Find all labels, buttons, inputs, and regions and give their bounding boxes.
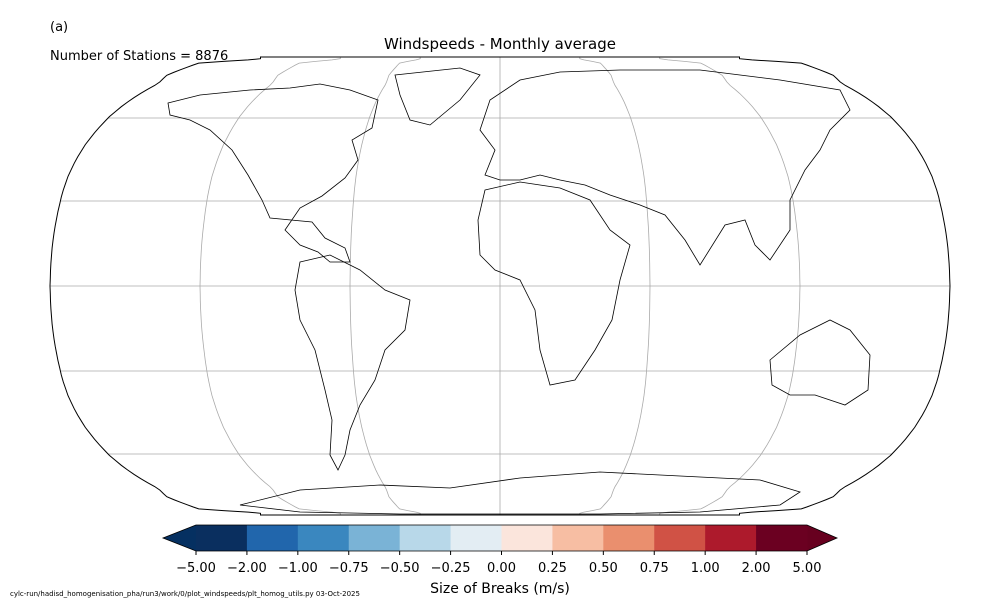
- coastlines: [167, 67, 871, 515]
- colorbar-tick-label: 0.00: [487, 561, 516, 576]
- colorbar-tick-label: −5.00: [176, 561, 216, 576]
- colorbar-tick-label: −2.00: [227, 561, 267, 576]
- colorbar-bin: [399, 525, 452, 551]
- colorbar-tick-label: −0.75: [329, 561, 369, 576]
- colorbar-bin: [297, 525, 350, 551]
- colorbar-bin: [348, 525, 401, 551]
- eurasia: [479, 69, 851, 266]
- colorbar-bin: [501, 525, 553, 551]
- colorbar-bin: [552, 525, 604, 551]
- colorbar-extend-high: [807, 525, 837, 551]
- footer: cylc-run/hadisd_homogenisation_pha/run3/…: [10, 590, 360, 598]
- colorbar-bin: [450, 525, 502, 551]
- colorbar-tick-label: −1.00: [278, 561, 318, 576]
- colorbar-bin: [654, 525, 706, 551]
- map-border: [49, 56, 951, 516]
- africa: [477, 181, 631, 386]
- panel-label: (a): [50, 20, 68, 35]
- colorbar-tick-label: 5.00: [793, 561, 822, 576]
- australia: [769, 319, 871, 406]
- colorbar-tick-label: −0.25: [431, 561, 471, 576]
- colorbar-tick-label: 1.00: [691, 561, 720, 576]
- meridian: [349, 57, 421, 515]
- colorbar-tick-label: 0.50: [589, 561, 618, 576]
- south-america: [294, 254, 411, 471]
- colorbar-bin: [705, 525, 757, 551]
- meridian: [199, 57, 341, 515]
- north-america: [167, 83, 379, 263]
- colorbar-bin: [603, 525, 655, 551]
- colorbar-tick-label: −0.50: [380, 561, 420, 576]
- colorbar-bin: [246, 525, 299, 551]
- colorbar: −5.00 −2.00 −1.00 −0.75 −0.50 −0.25 0.00 0.25 0.…: [161, 524, 839, 576]
- colorbar-tick-label: 0.75: [640, 561, 669, 576]
- antarctica: [239, 471, 801, 515]
- colorbar-tick-label: 2.00: [742, 561, 771, 576]
- colorbar-extend-low: [163, 525, 196, 551]
- meridian: [579, 57, 651, 515]
- stations-count: Number of Stations = 8876: [50, 49, 228, 64]
- colorbar-label: Size of Breaks (m/s): [430, 581, 570, 597]
- colorbar-tick-label: 0.25: [538, 561, 567, 576]
- map-title: Windspeeds - Monthly average: [384, 35, 616, 53]
- colorbar-bin: [756, 525, 808, 551]
- greenland: [394, 67, 481, 126]
- colorbar-bin: [196, 525, 248, 551]
- map: [49, 56, 951, 516]
